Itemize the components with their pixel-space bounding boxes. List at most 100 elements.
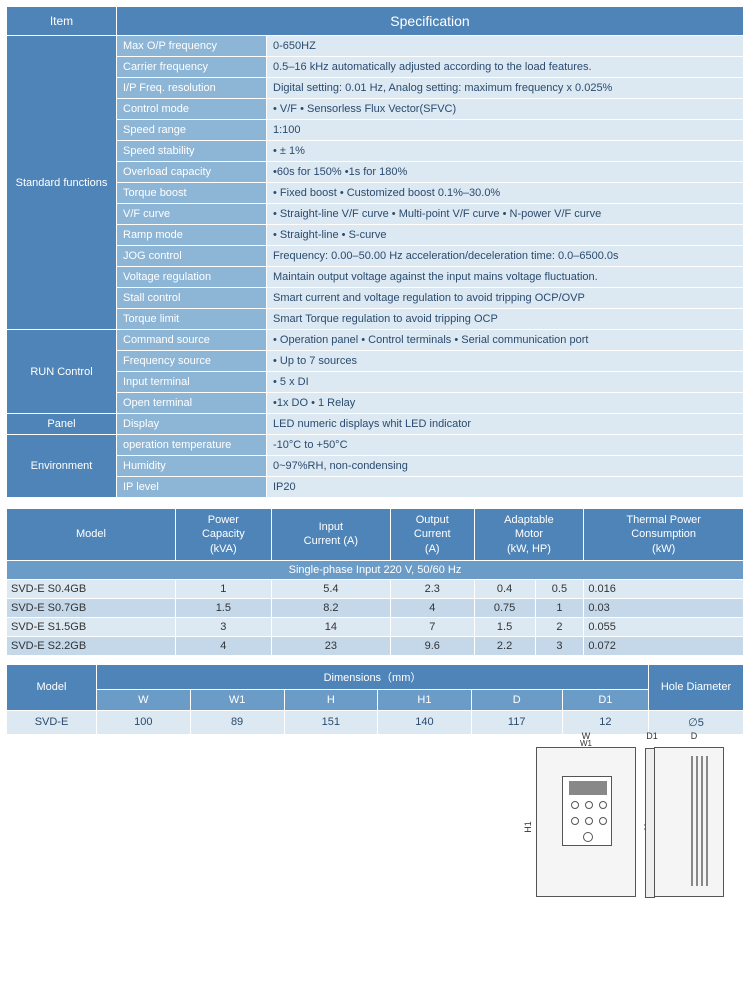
spec-label: operation temperature bbox=[117, 435, 267, 456]
model-cell: 8.2 bbox=[271, 598, 390, 617]
spec-value: • Straight-line V/F curve • Multi-point … bbox=[267, 204, 744, 225]
model-cell: 0.03 bbox=[584, 598, 744, 617]
spec-value: 0-650HZ bbox=[267, 36, 744, 57]
model-table: ModelPowerCapacity(kVA)InputCurrent (A)O… bbox=[6, 508, 744, 656]
dim-hdr: Dimensions（mm） bbox=[97, 664, 649, 689]
model-cell: SVD-E S1.5GB bbox=[7, 617, 176, 636]
hole-hdr: Hole Diameter bbox=[649, 664, 744, 710]
spec-label: Control mode bbox=[117, 99, 267, 120]
spec-value: LED numeric displays whit LED indicator bbox=[267, 414, 744, 435]
spec-label: Speed range bbox=[117, 120, 267, 141]
spec-value: • Up to 7 sources bbox=[267, 351, 744, 372]
model-cell: 14 bbox=[271, 617, 390, 636]
model-cell: 4 bbox=[390, 598, 474, 617]
spec-label: Command source bbox=[117, 330, 267, 351]
dim-sub: D1 bbox=[562, 689, 648, 710]
spec-label: Overload capacity bbox=[117, 162, 267, 183]
category-cell: RUN Control bbox=[7, 330, 117, 414]
model-cell: 1 bbox=[175, 579, 271, 598]
dim-cell: 151 bbox=[284, 710, 378, 734]
spec-value: Digital setting: 0.01 Hz, Analog setting… bbox=[267, 78, 744, 99]
spec-label: Input terminal bbox=[117, 372, 267, 393]
col-model: Model bbox=[7, 509, 176, 561]
model-cell: 0.5 bbox=[535, 579, 584, 598]
spec-label: Torque limit bbox=[117, 309, 267, 330]
spec-label: Torque boost bbox=[117, 183, 267, 204]
spec-label: IP level bbox=[117, 477, 267, 498]
spec-value: -10°C to +50°C bbox=[267, 435, 744, 456]
dim-sub: D bbox=[471, 689, 562, 710]
spec-label: V/F curve bbox=[117, 204, 267, 225]
spec-value: • V/F • Sensorless Flux Vector(SFVC) bbox=[267, 99, 744, 120]
dim-sub: W1 bbox=[190, 689, 284, 710]
model-cell: 0.072 bbox=[584, 636, 744, 655]
dim-model-hdr: Model bbox=[7, 664, 97, 710]
model-cell: 0.75 bbox=[474, 598, 535, 617]
col-motor: AdaptableMotor(kW, HP) bbox=[474, 509, 584, 561]
spec-value: Smart Torque regulation to avoid trippin… bbox=[267, 309, 744, 330]
spec-label: Humidity bbox=[117, 456, 267, 477]
model-cell: SVD-E S0.7GB bbox=[7, 598, 176, 617]
dim-cell: 89 bbox=[190, 710, 284, 734]
dim-sub: W bbox=[97, 689, 191, 710]
dim-cell: SVD-E bbox=[7, 710, 97, 734]
spec-value: •1x DO • 1 Relay bbox=[267, 393, 744, 414]
spec-label: Frequency source bbox=[117, 351, 267, 372]
spec-value: 0.5–16 kHz automatically adjusted accord… bbox=[267, 57, 744, 78]
model-cell: 3 bbox=[535, 636, 584, 655]
model-cell: 9.6 bbox=[390, 636, 474, 655]
model-cell: 1.5 bbox=[175, 598, 271, 617]
model-cell: 7 bbox=[390, 617, 474, 636]
col-thermal: Thermal PowerConsumption(kW) bbox=[584, 509, 744, 561]
category-cell: Panel bbox=[7, 414, 117, 435]
model-cell: 0.4 bbox=[474, 579, 535, 598]
front-view: W W1 H H1 bbox=[536, 747, 636, 897]
spec-value: 0~97%RH, non-condensing bbox=[267, 456, 744, 477]
spec-value: Smart current and voltage regulation to … bbox=[267, 288, 744, 309]
spec-value: •60s for 150% •1s for 180% bbox=[267, 162, 744, 183]
spec-value: Frequency: 0.00–50.00 Hz acceleration/de… bbox=[267, 246, 744, 267]
spec-value: 1:100 bbox=[267, 120, 744, 141]
model-cell: 0.055 bbox=[584, 617, 744, 636]
dim-cell: 100 bbox=[97, 710, 191, 734]
spec-header: Specification bbox=[117, 7, 744, 36]
spec-label: JOG control bbox=[117, 246, 267, 267]
category-cell: Standard functions bbox=[7, 36, 117, 330]
dimension-diagram: W W1 H H1 D1 D bbox=[6, 747, 744, 897]
dim-sub: H1 bbox=[378, 689, 472, 710]
model-cell: 23 bbox=[271, 636, 390, 655]
dim-table: Model Dimensions（mm） Hole Diameter WW1HH… bbox=[6, 664, 744, 735]
spec-value: Maintain output voltage against the inpu… bbox=[267, 267, 744, 288]
spec-label: Max O/P frequency bbox=[117, 36, 267, 57]
spec-value: IP20 bbox=[267, 477, 744, 498]
model-cell: 1.5 bbox=[474, 617, 535, 636]
spec-value: • Fixed boost • Customized boost 0.1%–30… bbox=[267, 183, 744, 204]
dim-cell: 140 bbox=[378, 710, 472, 734]
model-cell: 2 bbox=[535, 617, 584, 636]
model-cell: 5.4 bbox=[271, 579, 390, 598]
category-cell: Environment bbox=[7, 435, 117, 498]
spec-label: Carrier frequency bbox=[117, 57, 267, 78]
model-cell: 2.3 bbox=[390, 579, 474, 598]
spec-label: Speed stability bbox=[117, 141, 267, 162]
spec-value: • Straight-line • S-curve bbox=[267, 225, 744, 246]
spec-value: • 5 x DI bbox=[267, 372, 744, 393]
side-view: D1 D bbox=[654, 747, 724, 897]
dim-sub: H bbox=[284, 689, 378, 710]
model-cell: 0.016 bbox=[584, 579, 744, 598]
col-output: OutputCurrent(A) bbox=[390, 509, 474, 561]
spec-label: Display bbox=[117, 414, 267, 435]
spec-label: Voltage regulation bbox=[117, 267, 267, 288]
spec-value: • ± 1% bbox=[267, 141, 744, 162]
spec-value: • Operation panel • Control terminals • … bbox=[267, 330, 744, 351]
col-power: PowerCapacity(kVA) bbox=[175, 509, 271, 561]
spec-label: I/P Freq. resolution bbox=[117, 78, 267, 99]
spec-label: Ramp mode bbox=[117, 225, 267, 246]
model-cell: 1 bbox=[535, 598, 584, 617]
model-cell: 4 bbox=[175, 636, 271, 655]
model-section: Single-phase Input 220 V, 50/60 Hz bbox=[7, 560, 744, 579]
spec-table: Item Specification Standard functionsMax… bbox=[6, 6, 744, 498]
spec-label: Open terminal bbox=[117, 393, 267, 414]
model-cell: SVD-E S2.2GB bbox=[7, 636, 176, 655]
spec-label: Stall control bbox=[117, 288, 267, 309]
